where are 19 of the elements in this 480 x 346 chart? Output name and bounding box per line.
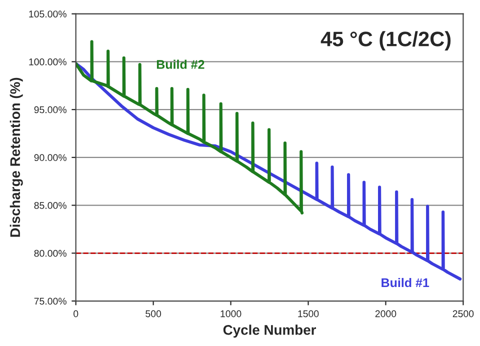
x-tick-label: 2000 [375, 310, 396, 318]
y-tick-label: 95.00% [34, 106, 66, 114]
y-tick-label: 75.00% [34, 298, 66, 305]
x-axis-title: Cycle Number [223, 324, 316, 338]
x-tick-label: 1000 [220, 310, 242, 318]
series-label: Build #2 [156, 60, 204, 69]
x-tick-label: 2500 [452, 310, 474, 318]
series-label: Build #1 [382, 278, 430, 288]
y-tick-label: 105.00% [29, 10, 66, 18]
line-series [76, 40, 304, 214]
x-tick-label: 0 [74, 310, 78, 318]
y-tick-label: 90.00% [34, 154, 66, 162]
y-tick-label: 100.00% [29, 58, 66, 66]
x-tick-label: 500 [146, 310, 162, 318]
x-tick-label: 1500 [298, 310, 319, 318]
y-tick-label: 85.00% [34, 202, 66, 209]
y-tick-label: 80.00% [34, 250, 66, 257]
annotation: 45 °C (1C/2C) [320, 31, 451, 50]
y-axis-title: Discharge Retention (%) [10, 78, 23, 237]
